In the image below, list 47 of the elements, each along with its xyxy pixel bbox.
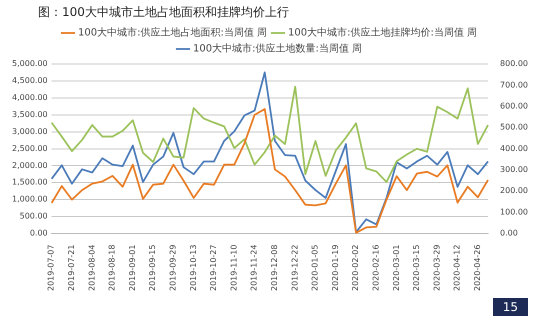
x-tick-label: 2019-10-13 [188,244,198,292]
x-tick-label: 2019-11-10 [229,244,238,292]
legend-label: 100大中城市:供应土地占地面积:当周值 周 [78,26,268,39]
x-tick-label: 2020-03-15 [412,244,422,292]
y-tick-label: 0.00 [30,228,48,238]
y2-tick-label: 800.00 [500,59,528,68]
y-tick-label: 3,500.00 [12,110,48,119]
x-tick-label: 2019-09-15 [148,244,158,292]
x-tick-label: 2019-07-07 [46,244,56,292]
y-tick-label: 2,000.00 [12,160,48,170]
x-tick-label: 2019-07-21 [67,244,76,292]
y2-tick-label: 600.00 [500,101,528,110]
y2-tick-label: 700.00 [500,80,528,90]
y-tick-label: 500.00 [20,212,48,221]
x-tick-label: 2019-09-01 [128,244,137,292]
chart-title: 图：100大中城市土地占地面积和挂牌均价上行 [38,4,289,21]
x-tick-label: 2020-04-26 [472,244,482,292]
x-tick-label: 2019-09-29 [168,244,178,292]
x-tick-label: 2019-10-27 [209,244,218,292]
legend-label: 100大中城市:供应土地挂牌均价:当周值 周 [288,26,478,39]
x-tick-label: 2020-02-16 [371,244,380,292]
y-tick-label: 1,000.00 [12,194,48,204]
y-tick-label: 4,500.00 [12,76,48,86]
text: 15 [492,298,528,316]
x-tick-label: 2019-12-08 [270,244,279,292]
y2-tick-label: 500.00 [500,122,528,132]
y2-tick-label: 200.00 [500,186,528,196]
x-tick-label: 2020-03-01 [392,244,401,292]
y-tick-label: 2,500.00 [12,144,48,153]
x-tick-label: 2019-11-24 [250,244,259,292]
x-tick-label: 2020-04-12 [452,244,462,292]
y2-tick-label: 100.00 [500,207,528,216]
x-tick-label: 2019-12-22 [290,244,300,292]
y2-tick-label: 0.00 [500,228,518,238]
y-tick-label: 5,000.00 [12,59,48,68]
y-tick-label: 4,000.00 [12,92,48,102]
x-tick-label: 2019-08-18 [108,244,117,292]
x-tick-label: 2020-03-29 [432,244,442,292]
x-tick-label: 2019-08-04 [87,244,96,292]
y2-tick-label: 300.00 [500,165,528,174]
y-tick-label: 1,500.00 [12,178,48,187]
x-tick-label: 2020-01-19 [330,244,340,292]
legend-label: 100大中城市:供应土地数量:当周值 周 [193,42,362,55]
y-tick-label: 3,000.00 [12,126,48,136]
x-tick-label: 2020-01-05 [310,244,320,292]
y2-tick-label: 400.00 [500,144,528,153]
x-tick-label: 2020-02-02 [351,244,360,292]
